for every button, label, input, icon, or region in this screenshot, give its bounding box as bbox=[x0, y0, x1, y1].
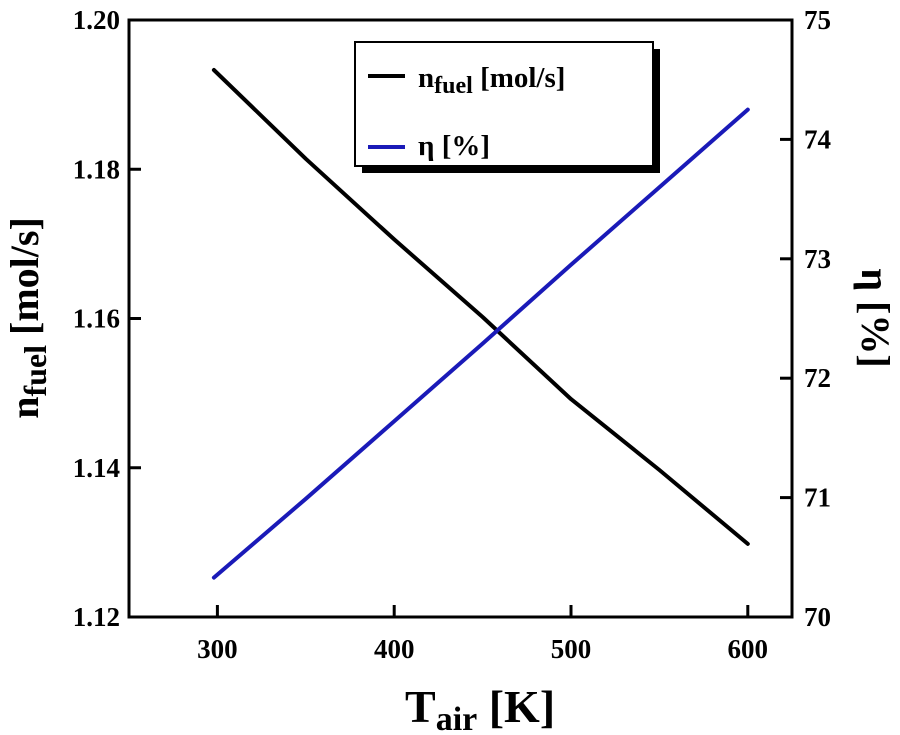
legend-label-eta: η [%] bbox=[418, 130, 490, 162]
series-layer bbox=[211, 68, 750, 580]
series-line-nfuel bbox=[211, 68, 750, 546]
x-tick-label: 600 bbox=[728, 634, 769, 664]
y-left-tick-label: 1.20 bbox=[73, 5, 120, 35]
x-axis-ticks: 300 400 500 600 bbox=[197, 605, 768, 664]
y-right-axis-title-main: η bbox=[853, 268, 898, 291]
y-right-axis-ticks: 70 71 72 73 74 75 bbox=[780, 5, 831, 632]
y-left-tick-label: 1.18 bbox=[73, 154, 120, 184]
y-right-tick-label: 70 bbox=[804, 602, 831, 632]
legend-box bbox=[354, 41, 654, 167]
y-right-tick-label: 71 bbox=[804, 483, 831, 513]
y-right-tick-label: 74 bbox=[804, 124, 831, 154]
y-right-tick-label: 72 bbox=[804, 363, 831, 393]
y-left-axis-title-sub: fuel bbox=[17, 345, 53, 397]
y-left-axis-title: nfuel [mol/s] bbox=[2, 217, 53, 419]
x-tick-label: 300 bbox=[197, 634, 238, 664]
legend-eta-main: η bbox=[418, 130, 434, 162]
legend-nfuel-unit: [mol/s] bbox=[473, 62, 566, 94]
y-left-tick-label: 1.12 bbox=[73, 602, 120, 632]
x-axis-title-sub: air bbox=[436, 701, 478, 735]
y-left-tick-label: 1.14 bbox=[73, 453, 120, 483]
x-axis-title: Tair [K] bbox=[405, 681, 555, 735]
y-right-tick-label: 73 bbox=[804, 244, 831, 274]
y-left-tick-label: 1.16 bbox=[73, 304, 120, 334]
y-right-axis-title-unit: [%] bbox=[853, 291, 898, 368]
legend-eta-unit: [%] bbox=[434, 130, 490, 162]
x-tick-label: 400 bbox=[374, 634, 415, 664]
legend: nfuel [mol/s] η [%] bbox=[354, 41, 660, 173]
y-right-axis-title: η [%] bbox=[853, 268, 898, 367]
legend-label-nfuel: nfuel [mol/s] bbox=[418, 62, 565, 99]
y-left-axis-title-unit: [mol/s] bbox=[2, 217, 47, 345]
legend-nfuel-main: n bbox=[418, 62, 434, 94]
y-right-tick-label: 75 bbox=[804, 5, 831, 35]
legend-nfuel-sub: fuel bbox=[434, 73, 473, 99]
x-axis-title-main: T bbox=[405, 681, 436, 732]
x-axis-title-unit: [K] bbox=[477, 681, 555, 732]
y-left-axis-ticks: 1.12 1.14 1.16 1.18 1.20 bbox=[73, 5, 141, 632]
y-left-axis-title-main: n bbox=[2, 397, 47, 419]
x-tick-label: 500 bbox=[551, 634, 592, 664]
series-line-eta bbox=[211, 107, 750, 580]
